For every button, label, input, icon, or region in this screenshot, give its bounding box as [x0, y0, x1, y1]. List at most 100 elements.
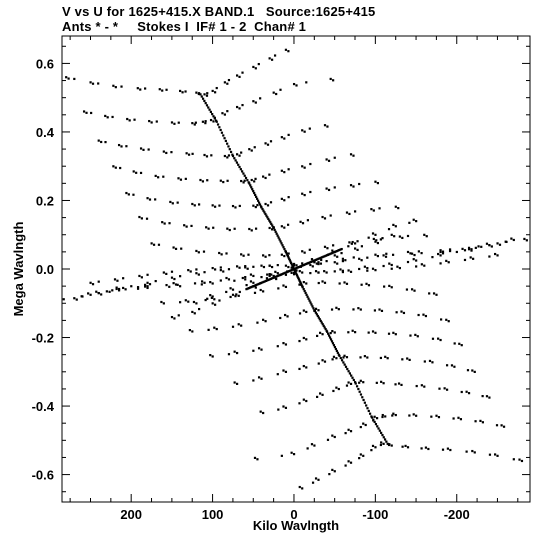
uv-point: [303, 166, 306, 169]
uv-point: [225, 276, 228, 280]
uv-point: [274, 270, 277, 273]
uv-point: [207, 328, 210, 331]
uv-point: [235, 293, 238, 296]
uv-point: [187, 300, 190, 303]
uv-point: [320, 321, 323, 324]
uv-point: [229, 150, 233, 154]
uv-point: [323, 255, 326, 258]
uv-point: [375, 239, 378, 242]
uv-point: [268, 219, 271, 222]
uv-point: [326, 247, 329, 250]
uv-point: [192, 300, 196, 304]
uv-point: [307, 261, 310, 265]
uv-point: [140, 276, 143, 279]
uv-point: [358, 390, 361, 393]
uv-point: [170, 121, 174, 124]
uv-point: [270, 222, 273, 225]
uv-point: [252, 284, 255, 288]
uv-point: [441, 250, 445, 253]
uv-point: [330, 252, 334, 255]
uv-point: [211, 204, 214, 207]
uv-point: [207, 227, 210, 230]
uv-point: [313, 261, 316, 264]
uv-point: [142, 148, 145, 151]
uv-point: [278, 238, 281, 241]
uv-point: [283, 199, 286, 202]
uv-point: [382, 442, 385, 445]
uv-point: [199, 93, 202, 96]
uv-point: [284, 343, 288, 346]
uv-point: [233, 350, 236, 353]
uv-point: [385, 440, 388, 443]
uv-point: [406, 260, 410, 264]
uv-point: [447, 320, 450, 323]
uv-point: [358, 267, 361, 271]
uv-point: [327, 334, 331, 337]
uv-point: [287, 256, 290, 259]
uv-point: [321, 359, 324, 362]
plot-subtitle: Ants * - * Stokes I IF# 1 - 2 Chan# 1: [62, 19, 307, 34]
uv-point: [317, 309, 320, 312]
uv-point: [286, 254, 289, 258]
uv-point: [198, 203, 201, 206]
x-tick-label: 200: [120, 507, 142, 522]
uv-point: [286, 253, 289, 256]
uv-point: [165, 88, 168, 91]
uv-point: [415, 220, 418, 223]
uv-point: [354, 210, 357, 213]
uv-point: [250, 285, 253, 289]
uv-point: [254, 193, 257, 197]
uv-point: [382, 382, 385, 385]
uv-point: [280, 454, 283, 457]
uv-point: [242, 254, 245, 257]
uv-point: [213, 298, 216, 301]
x-tick-label: -100: [362, 507, 388, 522]
uv-point: [420, 263, 423, 266]
uv-point: [332, 244, 335, 247]
uv-point: [287, 50, 290, 53]
uv-point: [238, 290, 241, 294]
uv-point: [113, 278, 117, 281]
uv-point: [229, 295, 232, 299]
uv-point: [443, 387, 446, 390]
uv-point: [235, 161, 239, 164]
y-tick-label: -0.4: [32, 399, 55, 414]
uv-point: [179, 285, 182, 288]
uv-point: [234, 206, 237, 209]
uv-point: [367, 331, 370, 334]
uv-point: [112, 165, 115, 168]
uv-point: [392, 412, 395, 415]
uv-point: [272, 274, 275, 278]
uv-point: [252, 265, 255, 268]
uv-point: [326, 438, 330, 441]
uv-point: [295, 274, 299, 277]
uv-point: [370, 415, 373, 418]
uv-point: [329, 331, 332, 335]
uv-point: [354, 247, 357, 250]
uv-point: [212, 120, 215, 123]
uv-point: [373, 415, 376, 418]
uv-point: [223, 113, 226, 116]
uv-point: [333, 270, 336, 273]
uv-point: [465, 450, 468, 453]
uv-point: [310, 260, 313, 264]
uv-point: [325, 329, 328, 332]
uv-point: [290, 266, 293, 269]
uv-point: [363, 401, 366, 404]
uv-point: [413, 253, 416, 257]
uv-point: [494, 252, 497, 256]
uv-point: [254, 101, 257, 104]
uv-point: [189, 270, 192, 273]
uv-point: [160, 300, 163, 304]
uv-point: [345, 356, 349, 359]
uv-point: [317, 262, 320, 266]
uv-point: [496, 242, 499, 245]
uv-point: [387, 228, 391, 231]
uv-point: [117, 289, 121, 292]
uv-point: [298, 485, 301, 489]
uv-point: [259, 97, 262, 100]
uv-point: [125, 145, 128, 148]
uv-point: [188, 328, 191, 332]
uv-point: [405, 288, 409, 291]
uv-point: [116, 279, 119, 282]
